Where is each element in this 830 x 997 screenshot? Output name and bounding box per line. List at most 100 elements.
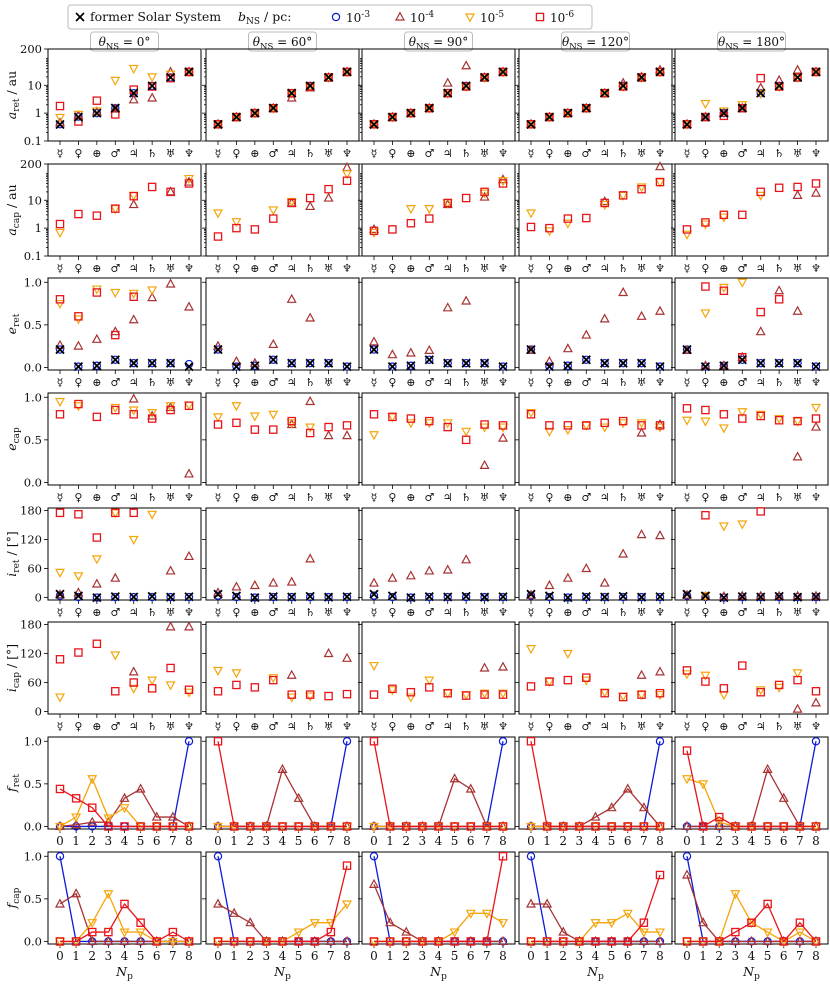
point-b3 [92, 593, 102, 602]
line-b5 [686, 778, 816, 828]
point-b5 [54, 299, 66, 310]
point-b6 [406, 108, 416, 118]
planet-tick-label: ♆ [498, 147, 508, 160]
point-b4 [442, 564, 453, 574]
point-b6 [168, 822, 178, 831]
point-b3 [74, 592, 83, 602]
point-b4 [165, 278, 176, 288]
point-b6 [324, 422, 333, 432]
point-b6 [526, 410, 536, 419]
point-b3 [582, 355, 591, 364]
planet-tick-label: ♆ [498, 376, 508, 389]
planet-tick-label: ♅ [793, 376, 803, 389]
legend-label-b3: 10-3 [346, 10, 370, 25]
y-tick-label: 0.5 [24, 318, 42, 332]
point-b4 [87, 816, 98, 826]
solar-system-marker [369, 344, 379, 355]
solar-system-marker [305, 358, 315, 368]
planet-tick-label: ☿ [684, 376, 691, 389]
solar-system-marker [461, 358, 471, 368]
point-b4 [792, 305, 803, 315]
y-tick-label: 10 [27, 78, 42, 92]
point-b4 [542, 898, 553, 908]
xlabel: Np [429, 964, 447, 982]
planet-tick-label: ☿ [215, 720, 222, 733]
point-b4 [229, 907, 240, 917]
point-b6 [111, 508, 120, 518]
solar-system-marker [719, 361, 729, 371]
legend-frame [67, 4, 593, 30]
planet-tick-label: ☿ [528, 376, 535, 389]
panel-frame [518, 851, 673, 945]
point-b4 [681, 344, 693, 355]
point-b4 [778, 792, 789, 802]
np-tick-label: 1 [230, 834, 238, 848]
point-b6 [811, 686, 821, 696]
point-b5 [73, 402, 84, 412]
point-b4 [71, 888, 82, 898]
point-b6 [756, 73, 765, 83]
point-b6 [655, 177, 665, 187]
planet-tick-label: ♄ [774, 147, 784, 160]
point-b6 [811, 67, 821, 77]
point-b6 [498, 852, 508, 861]
point-b5 [268, 410, 279, 420]
point-b6 [719, 410, 729, 419]
planet-tick-label: ⊕ [250, 606, 259, 619]
legend-marker-b4 [394, 11, 406, 21]
point-b5 [638, 928, 649, 938]
planet-tick-label: ♄ [618, 262, 628, 275]
point-b6 [774, 416, 784, 425]
planet-tick-label: ♀ [545, 491, 553, 504]
point-b6 [793, 73, 802, 82]
planet-tick-label: ☿ [528, 147, 535, 160]
planet-tick-label: ♄ [147, 491, 157, 504]
point-b4 [810, 697, 822, 707]
column-title-4: θNS = 180° [718, 35, 785, 52]
solar-system-marker [811, 67, 821, 77]
np-tick-label: 2 [246, 834, 254, 848]
point-b5 [305, 692, 316, 702]
panel-r1-c3: ☿ ♀ ⊕ ♂ ♃ ♄ ♅ ♆ [515, 161, 673, 275]
point-b4 [618, 286, 629, 297]
planet-tick-label: ♄ [618, 491, 628, 504]
point-b6 [443, 198, 452, 208]
point-b4 [810, 187, 822, 197]
point-b6 [92, 639, 102, 649]
point-b3 [738, 592, 747, 602]
planet-tick-label: ♆ [498, 491, 508, 504]
point-b5 [755, 89, 766, 99]
point-b3 [342, 362, 352, 371]
solar-system-marker [443, 358, 453, 368]
planet-tick-label: ☿ [215, 262, 222, 275]
planet-tick-label: ♅ [480, 262, 490, 275]
solar-system-marker [443, 88, 453, 98]
point-b6 [55, 295, 65, 304]
point-b6 [756, 307, 765, 317]
solar-system-marker [737, 103, 747, 113]
point-b6 [811, 937, 821, 946]
point-b6 [111, 686, 120, 696]
point-b5 [268, 674, 279, 684]
panel-r4-c2: ☿ ♀ ⊕ ♂ ♃ ♄ ♅ ♆ [358, 507, 516, 619]
planet-tick-label: ☿ [684, 262, 691, 275]
xlabel: Np [273, 964, 291, 982]
solar-system-marker [165, 358, 176, 368]
xlabel: Np [742, 964, 760, 982]
point-b4 [323, 430, 334, 440]
planet-tick-label: ♃ [287, 376, 297, 389]
point-b6 [342, 421, 352, 430]
planet-tick-label: ♅ [637, 147, 647, 160]
point-b6 [147, 684, 157, 693]
planet-tick-label: ♆ [184, 720, 194, 733]
point-b6 [369, 737, 379, 746]
planet-tick-label: ♂ [424, 262, 434, 275]
column-title-frame [90, 31, 159, 52]
point-b6 [466, 937, 475, 946]
solar-system-marker [110, 592, 120, 602]
panel-r3-c0: 0.0 0.5 1.0 ☿ ♀ ⊕ ♂ ♃ ♄ ♅ ♆ [24, 390, 202, 504]
y-tick-label: 120 [20, 532, 42, 546]
point-b5 [636, 419, 647, 429]
panel-frame [205, 48, 360, 142]
point-b3 [811, 592, 821, 602]
